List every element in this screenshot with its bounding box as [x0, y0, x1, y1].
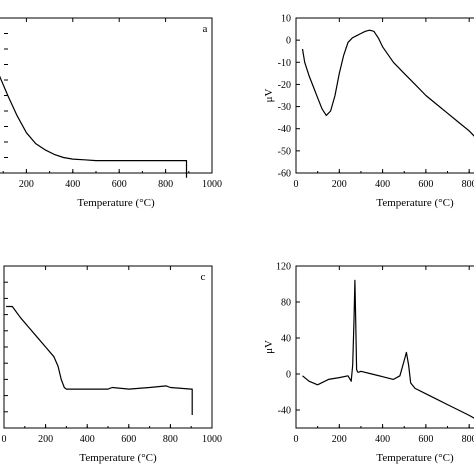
x-tick-label: 800	[462, 179, 474, 190]
y-tick-label: -60	[278, 169, 291, 180]
x-tick-label: 800	[158, 179, 173, 190]
series-line	[301, 29, 474, 137]
panel-label: a	[203, 23, 208, 35]
x-tick-label: 400	[80, 434, 95, 445]
x-tick-label: 600	[121, 434, 136, 445]
panel-label: c	[201, 271, 206, 283]
y-tick-label: 40	[281, 334, 291, 345]
y-tick-label: 120	[276, 262, 291, 273]
series-line	[0, 75, 188, 178]
panel-a-tga-plot: 200 400 600 800 1000 Temperature (°C) a	[0, 17, 222, 209]
y-tick-label: 10	[281, 14, 291, 25]
y-tick-label: 0	[286, 36, 291, 47]
x-tick-label: 600	[418, 179, 433, 190]
y-axis-title: μV	[263, 340, 275, 354]
y-tick-label: -10	[278, 58, 291, 69]
x-tick-label: 800	[163, 434, 178, 445]
x-axis-title: Temperature (°C)	[77, 197, 155, 209]
x-axis-title: Temperature (°C)	[376, 197, 454, 209]
x-tick-label: 0	[2, 434, 7, 445]
x-tick-label: 1000	[202, 434, 222, 445]
x-tick-label: 600	[112, 179, 127, 190]
y-axis-title: μV	[263, 89, 275, 103]
x-tick-label: 600	[418, 434, 433, 445]
x-tick-label: 200	[19, 179, 34, 190]
plot-frame	[295, 265, 474, 429]
series-line	[302, 279, 474, 419]
x-tick-label: 200	[38, 434, 53, 445]
y-tick-label: -50	[278, 146, 291, 157]
x-tick-label: 800	[462, 434, 474, 445]
x-tick-label: 200	[332, 434, 347, 445]
panel-b-dta-plot: 0 200 400 600 800 10 0 -10 -20 -30 -40 -50 -60 Temper…	[263, 14, 474, 209]
y-tick-label: -40	[278, 406, 291, 417]
series-line	[6, 305, 193, 415]
x-tick-label: 1000	[202, 179, 222, 190]
x-axis-title: Temperature (°C)	[376, 452, 454, 464]
x-tick-label: 0	[294, 434, 299, 445]
panel-c-tga-plot: 0 200 400 600 800 1000 Temperature (°C) c	[2, 265, 222, 464]
x-tick-label: 400	[375, 434, 390, 445]
x-tick-label: 200	[332, 179, 347, 190]
x-axis-title: Temperature (°C)	[79, 452, 157, 464]
y-tick-label: -30	[278, 102, 291, 113]
plot-frame	[3, 265, 213, 429]
x-tick-label: 400	[65, 179, 80, 190]
y-tick-label: -20	[278, 80, 291, 91]
plot-frame	[0, 17, 213, 174]
y-tick-label: 80	[281, 298, 291, 309]
plot-frame	[295, 17, 474, 174]
y-tick-label: 0	[286, 370, 291, 381]
y-tick-label: -40	[278, 124, 291, 135]
x-tick-label: 400	[375, 179, 390, 190]
x-tick-label: 0	[294, 179, 299, 190]
